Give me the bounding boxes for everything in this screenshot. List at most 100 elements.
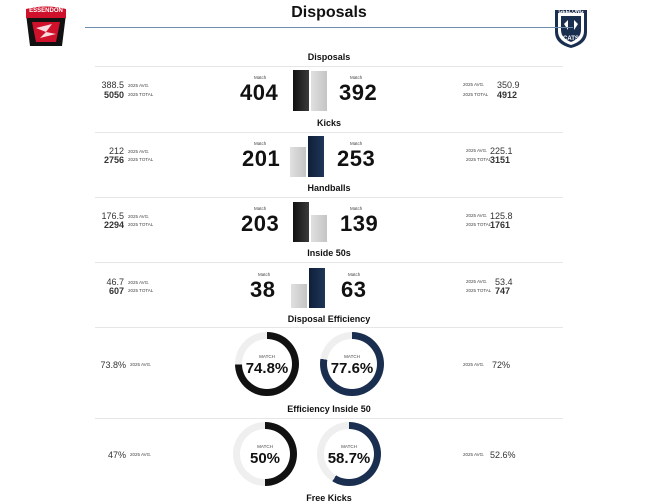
away-logo-wordmark: GEELONG <box>558 9 584 15</box>
page-title: Disposals <box>291 4 367 21</box>
essendon-logo-icon <box>26 6 66 46</box>
home-avg-value: 212 <box>108 146 124 156</box>
section-title-handballs: Handballs <box>307 183 351 193</box>
comparison-bars <box>292 70 330 111</box>
home-avg-label: 2025 AVG. <box>128 280 150 285</box>
section-title-efficiency-inside-50: Efficiency Inside 50 <box>287 404 371 414</box>
away-match-label: Match <box>350 75 363 80</box>
comparison-bars <box>289 136 327 177</box>
title-divider <box>85 27 573 28</box>
home-logo-wordmark: ESSENDON <box>29 8 63 14</box>
donut-match-value: 74.8% <box>245 360 289 377</box>
section-divider <box>95 197 563 198</box>
away-avg-label: 2025 AVG. <box>463 362 485 367</box>
away-avg-value: 53.4 <box>495 277 513 287</box>
away-avg-value: 72% <box>492 360 511 370</box>
home-match-label: Match <box>254 206 267 211</box>
away-efficiency-donut: MATCH 77.6% <box>320 332 384 396</box>
comparison-bars <box>290 267 328 308</box>
home-bar <box>291 284 307 308</box>
section-divider <box>95 327 563 328</box>
home-efficiency-inside-50-donut: MATCH 50% <box>233 422 297 486</box>
home-total-label: 2025 TOTAL <box>128 288 154 293</box>
home-avg-value: 73.8% <box>100 360 126 370</box>
away-total-value: 4912 <box>497 90 518 100</box>
home-bar <box>293 70 309 111</box>
donut-match-value: 50% <box>249 450 281 467</box>
away-match-label: Match <box>348 272 361 277</box>
home-avg-value: 176.5 <box>101 211 124 221</box>
home-bar <box>293 202 309 242</box>
home-total-label: 2025 TOTAL <box>128 222 154 227</box>
donut-match-label: MATCH <box>259 354 275 359</box>
away-avg-value: 350.9 <box>497 80 520 90</box>
away-avg-label: 2025 AVG. <box>463 82 485 87</box>
home-team-logo <box>22 6 70 55</box>
home-avg-label: 2025 AVG. <box>128 214 150 219</box>
section-divider <box>95 132 563 133</box>
away-logo-subword: CATS <box>563 36 579 42</box>
home-avg-value: 47% <box>107 450 126 460</box>
home-match-value: 404 <box>240 80 279 105</box>
away-match-value: 63 <box>341 277 367 302</box>
home-total-label: 2025 TOTAL <box>128 92 154 97</box>
away-match-value: 253 <box>337 146 376 171</box>
home-avg-label: 2025 AVG. <box>128 149 150 154</box>
away-match-value: 139 <box>340 211 379 236</box>
home-match-label: Match <box>254 75 267 80</box>
home-avg-label: 2025 AVG. <box>130 452 152 457</box>
away-avg-value: 52.6% <box>490 450 516 460</box>
away-bar <box>311 71 327 111</box>
section-title-kicks: Kicks <box>316 118 342 128</box>
home-match-value: 203 <box>241 211 280 236</box>
home-efficiency-donut: MATCH 74.8% <box>235 332 299 396</box>
away-team-logo <box>551 6 591 55</box>
home-match-value: 201 <box>242 146 281 171</box>
home-avg-value: 46.7 <box>106 277 124 287</box>
home-avg-label: 2025 AVG. <box>128 83 150 88</box>
away-total-label: 2025 TOTAL <box>466 288 492 293</box>
away-avg-value: 225.1 <box>490 146 513 156</box>
home-match-label: Match <box>254 141 267 146</box>
away-avg-label: 2025 AVG. <box>466 148 488 153</box>
section-divider <box>95 418 563 419</box>
home-total-label: 2025 TOTAL <box>128 157 154 162</box>
home-avg-label: 2025 AVG. <box>130 362 152 367</box>
section-title-free-kicks: Free Kicks <box>306 493 352 503</box>
home-total-value: 2756 <box>103 155 124 165</box>
away-efficiency-inside-50-donut: MATCH 58.7% <box>317 422 381 486</box>
home-bar <box>290 147 306 177</box>
geelong-logo-icon <box>555 10 587 48</box>
donut-match-value: 77.6% <box>330 360 374 377</box>
comparison-bars <box>292 201 330 242</box>
away-avg-value: 125.8 <box>490 211 513 221</box>
donut-match-value: 58.7% <box>327 450 371 467</box>
away-match-label: Match <box>350 141 363 146</box>
away-match-label: Match <box>350 206 363 211</box>
away-bar <box>311 215 327 242</box>
away-avg-label: 2025 AVG. <box>463 452 485 457</box>
away-bar <box>309 268 325 308</box>
home-avg-value: 388.5 <box>101 80 124 90</box>
away-total-label: 2025 TOTAL <box>466 222 492 227</box>
home-total-value: 607 <box>108 286 124 296</box>
away-total-value: 1761 <box>490 220 511 230</box>
home-match-value: 38 <box>250 277 276 302</box>
section-title-inside-50s: Inside 50s <box>307 248 351 258</box>
donut-match-label: MATCH <box>344 354 360 359</box>
section-divider <box>95 262 563 263</box>
section-title-disposal-efficiency: Disposal Efficiency <box>287 314 371 324</box>
away-avg-label: 2025 AVG. <box>466 213 488 218</box>
section-divider <box>95 66 563 67</box>
away-total-label: 2025 TOTAL <box>466 157 492 162</box>
away-avg-label: 2025 AVG. <box>466 279 488 284</box>
home-total-value: 5050 <box>103 90 124 100</box>
section-title-disposals: Disposals <box>307 52 351 62</box>
home-total-value: 2294 <box>103 220 124 230</box>
donut-match-label: MATCH <box>257 444 273 449</box>
away-total-value: 3151 <box>490 155 511 165</box>
away-total-label: 2025 TOTAL <box>463 92 489 97</box>
away-total-value: 747 <box>495 286 511 296</box>
home-match-label: Match <box>258 272 271 277</box>
away-bar <box>308 136 324 177</box>
